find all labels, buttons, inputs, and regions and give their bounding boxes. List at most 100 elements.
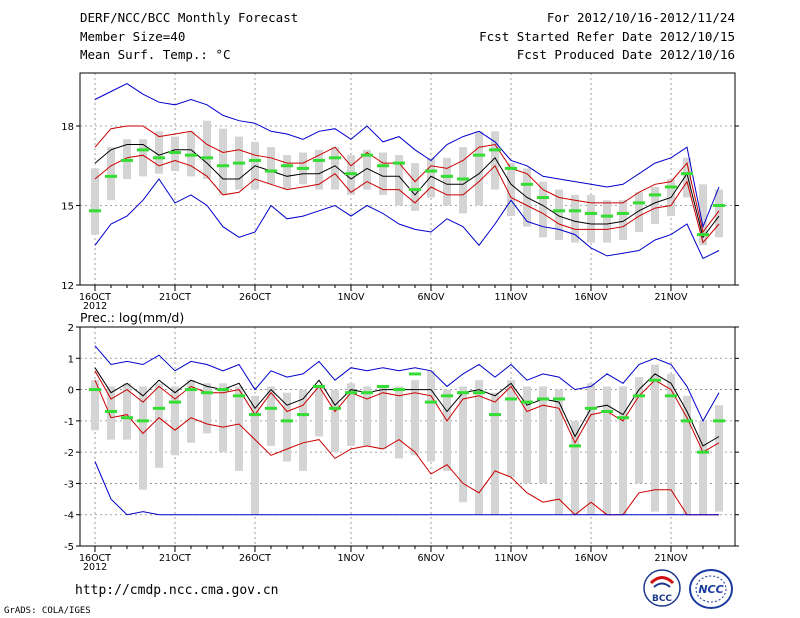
- prec-box: [555, 389, 563, 515]
- temp-xtick-label: 21NOV: [654, 292, 688, 303]
- temp-median-marker: [537, 196, 549, 200]
- temp-median-marker: [489, 148, 501, 152]
- temp-median-marker: [713, 204, 725, 207]
- temp-ytick-label: 18: [61, 122, 74, 133]
- prec-box: [331, 389, 339, 453]
- temp-box: [507, 163, 515, 217]
- prec-median-marker: [217, 388, 229, 392]
- prec-box: [155, 383, 163, 468]
- forecast-period: For 2012/10/16-2012/11/24: [546, 10, 735, 25]
- temp-median-marker: [137, 148, 149, 152]
- prec-box: [251, 395, 259, 515]
- prec-box: [379, 386, 387, 450]
- prec-median-marker: [265, 406, 277, 410]
- temp-xtick-label: 16NOV: [574, 292, 608, 303]
- prec-frame: [79, 326, 736, 547]
- prec-ytick-label: -5: [64, 542, 74, 553]
- temp-xtick-label: 16OCT: [79, 292, 111, 303]
- prec-median-marker: [185, 388, 197, 392]
- prec-median-marker: [601, 409, 613, 413]
- temp-median-marker: [105, 174, 117, 178]
- temp-year-label: 2012: [83, 301, 107, 312]
- temp-median-marker: [217, 164, 229, 168]
- temp-xtick-label: 11NOV: [494, 292, 528, 303]
- prec-box: [187, 380, 195, 443]
- temp-box: [267, 147, 275, 185]
- prec-median-marker: [425, 400, 437, 404]
- prec-line-upper: [94, 367, 720, 447]
- temp-median-marker: [585, 211, 597, 215]
- prec-box: [667, 373, 675, 515]
- prec-median-marker: [457, 391, 469, 395]
- prec-xtick-label: 6NOV: [418, 553, 445, 564]
- prec-box: [139, 386, 147, 490]
- prec-median-marker: [649, 378, 661, 382]
- prec-box: [603, 386, 611, 515]
- ncc-logo: NCC: [689, 569, 733, 609]
- prec-xtick-label: 21NOV: [654, 553, 688, 564]
- grads-credit: GrADS: COLA/IGES: [4, 606, 91, 616]
- temp-xtick-label: 1NOV: [338, 292, 365, 303]
- prec-box: [427, 370, 435, 462]
- temp-xtick-label: 21OCT: [159, 292, 191, 303]
- prec-median-marker: [201, 391, 213, 395]
- prec-median-marker: [409, 372, 421, 376]
- prec-box: [619, 386, 627, 515]
- temp-ytick-label: 12: [61, 281, 74, 292]
- source-url[interactable]: http://cmdp.ncc.cma.gov.cn: [75, 583, 279, 598]
- temp-ytick-label: 15: [61, 202, 74, 213]
- prec-median-marker: [553, 397, 565, 401]
- prec-box: [91, 380, 99, 431]
- temp-line-max: [94, 83, 720, 229]
- temp-box: [91, 168, 99, 235]
- prec-box: [203, 383, 211, 434]
- prec-ytick-label: 1: [68, 354, 74, 365]
- prec-year-label: 2012: [83, 562, 107, 573]
- temp-box: [587, 194, 595, 243]
- prec-title: Prec.: log(mm/d): [80, 310, 184, 325]
- prec-box: [235, 386, 243, 471]
- prec-median-marker: [569, 444, 581, 448]
- temp-box: [379, 152, 387, 195]
- prec-median-marker: [665, 394, 677, 398]
- temp-median-marker: [505, 166, 517, 170]
- temp-median-marker: [121, 158, 133, 162]
- temp-box: [107, 147, 115, 201]
- temp-median-marker: [345, 172, 357, 176]
- prec-median-marker: [137, 419, 149, 423]
- temp-median-marker: [329, 156, 341, 160]
- prec-median-marker: [537, 397, 549, 401]
- temp-median-marker: [377, 164, 389, 168]
- temp-median-marker: [265, 169, 277, 173]
- temp-box: [443, 157, 451, 206]
- temp-box: [603, 200, 611, 243]
- prec-median-marker: [377, 384, 389, 388]
- prec-box: [411, 380, 419, 456]
- temp-median-marker: [297, 166, 309, 170]
- temp-box: [283, 155, 291, 190]
- temp-box: [651, 186, 659, 225]
- prec-panel: -5 -4 -3 -2 -1 0 1 2 16OCT 21OCT 26OCT 1NOV 6NOV 11NO…: [64, 323, 739, 573]
- variable-label: Mean Surf. Temp.: °C: [80, 47, 231, 62]
- temp-box: [635, 192, 643, 232]
- temp-box: [555, 189, 563, 240]
- temp-median-marker: [185, 153, 197, 157]
- temp-box: [203, 120, 211, 179]
- prec-median-marker: [441, 394, 453, 398]
- temp-xtick-label: 26OCT: [239, 292, 271, 303]
- temp-median-marker: [361, 153, 373, 157]
- prec-ytick-label: -1: [64, 417, 74, 428]
- prec-median-marker: [169, 400, 181, 404]
- prec-xtick-label: 11NOV: [494, 553, 528, 564]
- ncc-logo-text: NCC: [698, 583, 723, 596]
- prec-median-marker: [697, 450, 709, 454]
- prec-box: [299, 389, 307, 471]
- temp-box: [699, 184, 707, 246]
- temp-median-marker: [409, 188, 421, 192]
- prec-box: [699, 420, 707, 515]
- temp-median-marker: [89, 209, 101, 213]
- temp-box: [539, 181, 547, 238]
- prec-median-marker: [713, 419, 725, 423]
- prec-box: [443, 389, 451, 471]
